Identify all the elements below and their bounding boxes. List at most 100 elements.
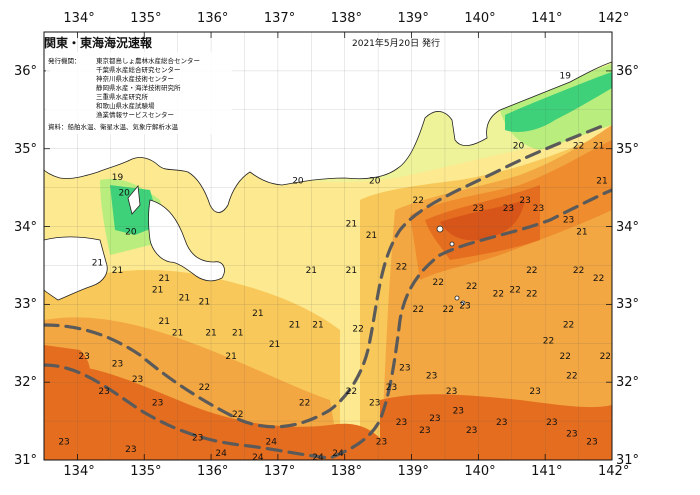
temperature-label: 21 [346,266,357,276]
temperature-label: 23 [533,204,544,214]
issuer-label: 発行機関： [48,57,81,65]
temperature-label: 22 [573,142,584,152]
temperature-label: 23 [98,387,109,397]
lat-label-left: 35° [14,141,38,157]
temperature-label: 23 [376,437,387,447]
temperature-label: 23 [426,371,437,381]
lon-label-top: 136° [197,11,229,26]
temperature-label: 23 [546,418,557,428]
issue-date: 2021年5月20日 発行 [352,39,440,49]
sea-23-zone-south [44,364,395,460]
temperature-label: 22 [443,305,454,315]
lon-label-bottom: 137° [263,464,296,479]
temperature-label: 21 [179,293,190,303]
temperature-label: 23 [386,383,397,393]
lat-label-left: 32° [14,375,38,391]
temperature-label: 22 [396,262,407,272]
temperature-label: 22 [593,274,604,284]
temperature-label: 22 [526,290,537,300]
temperature-label: 22 [559,352,570,362]
temperature-label: 23 [429,414,440,424]
temperature-label: 21 [306,266,317,276]
temperature-label: 22 [352,325,363,335]
map-title: 関東・東海海況速報 [44,36,153,50]
lon-label-bottom: 141° [531,464,563,479]
lat-label-right: 36° [616,63,640,79]
temperature-label: 23 [125,445,136,455]
temperature-label: 23 [399,364,410,374]
agency-6: 和歌山県水産試験場 [96,102,155,110]
lat-label-left: 33° [14,297,38,313]
agency-7: 漁業情報サービスセンター [96,111,174,119]
temperature-label: 21 [159,274,170,284]
agency-5: 三重県水産研究所 [96,93,148,101]
temperature-label: 24 [265,437,277,447]
lon-label-bottom: 135° [130,464,162,479]
temperature-label: 22 [493,290,504,300]
temperature-label: 24 [215,449,227,459]
lat-label-right: 32° [616,375,640,391]
temperature-label: 23 [473,204,484,214]
lon-label-top: 141° [531,11,563,26]
temperature-label: 23 [132,375,143,385]
temperature-label: 20 [513,142,525,152]
lon-label-bottom: 136° [197,464,229,479]
temperature-label: 21 [252,309,263,319]
temperature-label: 21 [366,231,377,241]
temperature-label: 22 [412,196,423,206]
temperature-label: 21 [576,227,587,237]
temperature-label: 21 [312,321,323,331]
lat-label-right: 31° [616,453,640,468]
temperature-label: 19 [559,72,571,82]
agency-3: 神奈川県水産技術センター [96,75,174,83]
lon-label-top: 138° [330,11,363,26]
temperature-label: 20 [292,177,304,187]
agency-1: 東京都島しょ農林水産総合センター [96,57,200,65]
temperature-label: 21 [225,352,236,362]
temperature-label: 23 [459,301,470,311]
temperature-label: 24 [252,453,264,463]
temperature-label: 21 [172,328,183,338]
temperature-label: 22 [466,282,477,292]
temperature-label: 22 [543,336,554,346]
lon-label-top: 140° [464,11,496,26]
temperature-label: 22 [573,266,584,276]
agency-2: 千葉県水産総合研究センター [96,66,181,74]
grid [44,32,612,460]
temperature-label: 23 [563,216,574,226]
temperature-label: 23 [519,196,530,206]
lon-label-top: 135° [130,11,162,26]
temperature-label: 22 [566,371,577,381]
lon-label-bottom: 139° [397,464,429,479]
temperature-label: 21 [593,142,604,152]
lon-label-bottom: 134° [63,464,95,479]
temperature-label: 22 [526,266,537,276]
temperature-label: 24 [312,453,324,463]
temperature-label: 21 [199,297,210,307]
temperature-label: 22 [346,387,357,397]
data-source: 資料：船舶水温、衛星水温、気象庁解析水温 [48,123,178,131]
lon-label-bottom: 138° [330,464,363,479]
lon-label-bottom: 142° [598,464,630,479]
temperature-label: 23 [112,360,123,370]
temperature-label: 21 [159,317,170,327]
temperature-label: 22 [433,278,444,288]
temperature-label: 21 [232,328,243,338]
temperature-label: 22 [299,399,310,409]
sea-23-zone-se [380,394,612,460]
temperature-label: 20 [125,227,137,237]
lat-label-right: 33° [616,297,640,313]
lat-label-right: 35° [616,141,640,157]
temperature-label: 21 [346,220,357,230]
lat-label-left: 31° [14,453,38,468]
axis-ticks [44,32,613,461]
agency-4: 静岡県水産・海洋技術研究所 [96,84,181,92]
temperature-label: 23 [192,434,203,444]
temperature-label: 19 [112,173,124,183]
sea-23-zone-west [44,345,91,440]
temperature-label: 21 [289,321,300,331]
lat-label-right: 34° [616,219,640,235]
credits-background [46,52,232,134]
temperature-labels: 19 19 20 20 20 20 20 21 21 21 21 21 21 21 21 21 21 21 21 21… [58,72,611,463]
